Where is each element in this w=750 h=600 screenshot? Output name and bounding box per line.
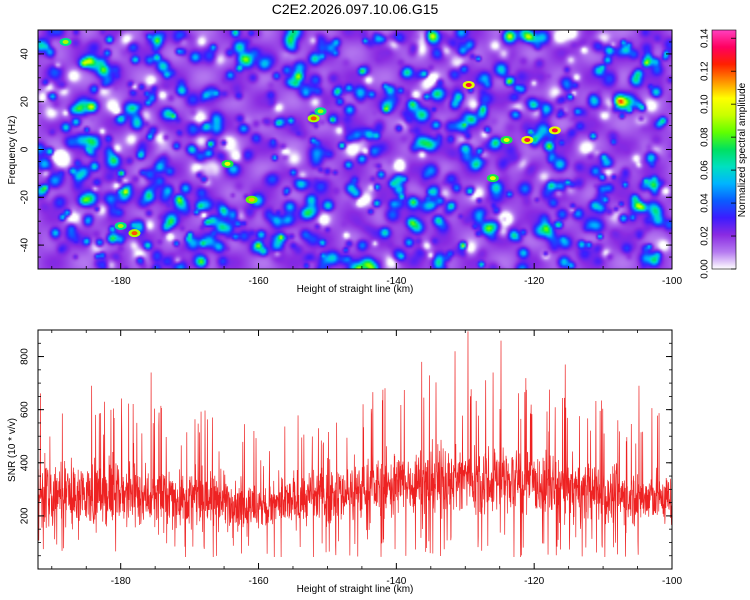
colorbar-bar (712, 30, 736, 269)
spectrogram-y-tick-label: 20 (20, 96, 31, 108)
colorbar: 0.00 0.02 0.04 0.06 0.08 0.10 0.12 0.14 Normali… (700, 28, 748, 279)
spectrogram-peak-core (465, 82, 472, 87)
colorbar-frame (711, 29, 737, 270)
snr-y-tick-label: 600 (20, 401, 31, 418)
figure-title: C2E2.2026.097.10.06.G15 (272, 1, 439, 17)
colorbar-tick-label: 0.12 (700, 61, 711, 81)
snr-y-label: SNR (10 * v/v) (7, 418, 18, 482)
spectrogram-axes: -180 -160 -140 -120 -100 -40 -20 0 20 40 (20, 29, 682, 287)
spectrogram-x-tick-label: -100 (662, 276, 682, 287)
snr-axes: -180 -160 -140 -120 -100 200 400 600 800 (20, 329, 682, 587)
spectrogram-peak-core (117, 223, 124, 228)
snr-series-line (38, 331, 672, 558)
spectrogram-y-tick-label: -20 (20, 190, 31, 205)
colorbar-tick-label: 0.00 (700, 259, 711, 279)
spectrogram-peak-core (551, 128, 558, 133)
colorbar-tick-label: 0.06 (700, 160, 711, 180)
snr-panel: -180 -160 -140 -120 -100 200 400 600 800 Height … (7, 329, 682, 595)
spectrogram-x-label: Height of straight line (km) (297, 284, 414, 295)
spectrogram-x-tick-label: -160 (249, 276, 269, 287)
snr-y-tick-label: 200 (20, 507, 31, 524)
spectrogram-y-label: Frequency (Hz) (7, 116, 18, 185)
colorbar-tick-label: 0.02 (700, 226, 711, 246)
colorbar-label: Normalized spectral amplitude (737, 82, 748, 217)
spectrogram-y-tick-label: 40 (20, 48, 31, 60)
colorbar-ticks: 0.00 0.02 0.04 0.06 0.08 0.10 0.12 0.14 (700, 28, 736, 279)
snr-x-tick-label: -180 (111, 576, 131, 587)
snr-y-tick-label: 800 (20, 348, 31, 365)
spectrogram-peak-core (524, 137, 531, 142)
spectrogram-peak-core (503, 137, 510, 142)
colorbar-tick-label: 0.14 (700, 28, 711, 48)
spectrogram-peak-core (131, 231, 138, 236)
colorbar-tick-label: 0.10 (700, 94, 711, 114)
spectrogram-y-tick-label: 0 (20, 146, 31, 152)
colorbar-tick-label: 0.08 (700, 127, 711, 147)
spectrogram-peak-core (224, 161, 231, 166)
spectrogram-peak-core (310, 116, 317, 121)
spectrogram-x-tick-label: -140 (386, 276, 406, 287)
colorbar-tick-label: 0.04 (700, 193, 711, 213)
snr-y-tick-label: 400 (20, 454, 31, 471)
spectrogram-peak-core (248, 197, 255, 202)
spectrogram-x-tick-label: -180 (111, 276, 131, 287)
snr-x-tick-label: -120 (524, 576, 544, 587)
spectrogram-peaks (59, 37, 561, 238)
spectrogram-heatmap (38, 30, 672, 269)
spectrogram-peak-core (62, 39, 69, 44)
spectrogram-peak-core (317, 109, 324, 114)
snr-x-tick-label: -160 (249, 576, 269, 587)
spectrogram-x-tick-label: -120 (524, 276, 544, 287)
snr-x-tick-label: -100 (662, 576, 682, 587)
snr-x-label: Height of straight line (km) (297, 584, 414, 595)
spectrogram-y-tick-label: -40 (20, 237, 31, 252)
snr-x-tick-label: -140 (386, 576, 406, 587)
spectrogram-panel: -180 -160 -140 -120 -100 -40 -20 0 20 40 Height o… (7, 29, 682, 295)
spectrogram-peak-core (489, 176, 496, 181)
